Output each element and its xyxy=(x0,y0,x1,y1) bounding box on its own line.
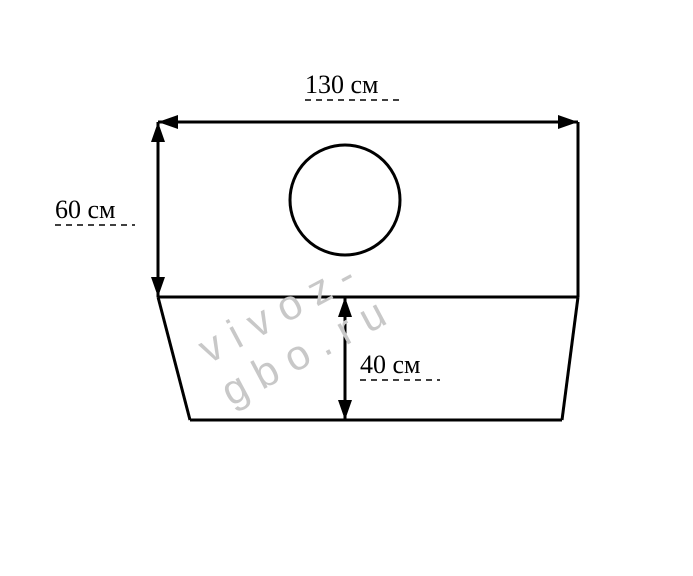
dimension-label-left: 60 см xyxy=(55,195,116,225)
dimension-label-top: 130 см xyxy=(305,70,379,100)
diagram-canvas: vivoz-gbo.ru 130 см 60 см 40 см xyxy=(0,0,693,576)
dimension-label-lower: 40 см xyxy=(360,350,421,380)
